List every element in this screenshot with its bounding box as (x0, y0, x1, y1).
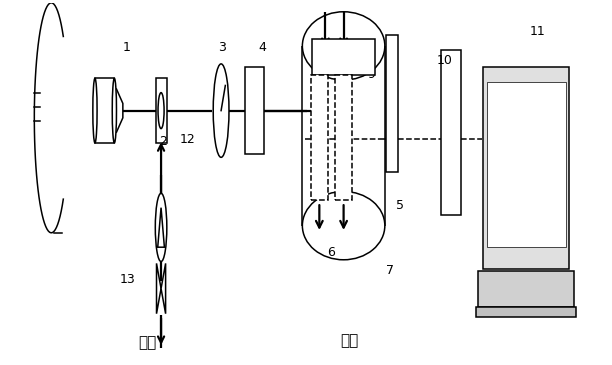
Circle shape (155, 193, 167, 262)
Bar (478, 270, 574, 307)
Ellipse shape (302, 12, 385, 80)
Circle shape (213, 64, 229, 157)
Text: 3: 3 (218, 41, 226, 54)
Polygon shape (158, 208, 165, 247)
Bar (476, 307, 577, 317)
Text: 载气: 载气 (138, 335, 156, 350)
Ellipse shape (302, 192, 385, 260)
Bar (441, 50, 461, 215)
Text: 9: 9 (368, 68, 375, 81)
Bar (487, 82, 565, 247)
Bar (483, 68, 569, 269)
Text: 5: 5 (396, 199, 404, 212)
Bar (335, 75, 352, 200)
Bar (245, 68, 264, 154)
Ellipse shape (112, 78, 116, 143)
Ellipse shape (93, 78, 97, 143)
Text: 10: 10 (436, 54, 452, 67)
Bar (311, 75, 328, 200)
Text: 4: 4 (258, 41, 266, 54)
Bar (312, 39, 375, 75)
Text: 8: 8 (309, 137, 317, 149)
Text: 11: 11 (530, 25, 545, 38)
Text: 排空: 排空 (340, 333, 359, 348)
Polygon shape (161, 264, 166, 314)
Text: 1: 1 (123, 41, 131, 54)
Polygon shape (157, 264, 161, 314)
Text: 6: 6 (327, 246, 335, 259)
Bar (155, 78, 166, 143)
Bar (386, 35, 398, 172)
Text: 7: 7 (386, 264, 394, 277)
Text: 12: 12 (180, 133, 196, 146)
Text: 13: 13 (119, 273, 135, 286)
Circle shape (158, 93, 164, 128)
Text: 2: 2 (160, 135, 168, 148)
Bar (95, 78, 114, 143)
